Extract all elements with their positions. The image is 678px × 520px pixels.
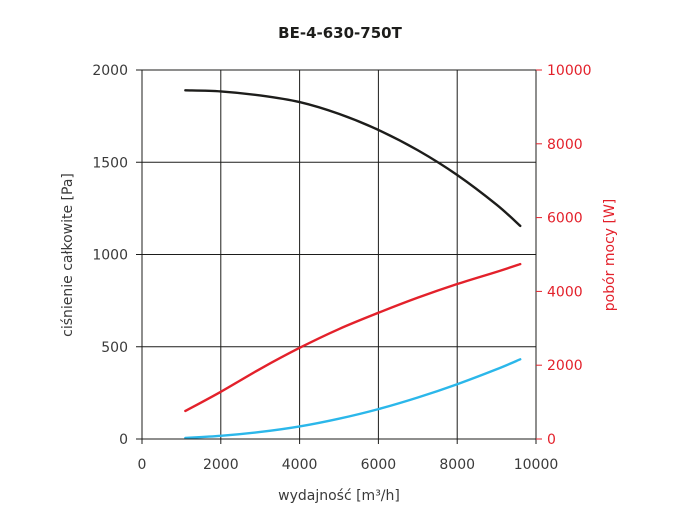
y-tick-label-left: 0 (119, 432, 128, 448)
y-axis-title-left: ciśnienie całkowite [Pa] (60, 173, 76, 337)
y-tick-label-left: 2000 (92, 63, 128, 79)
x-tick-label: 2000 (203, 457, 239, 473)
series-layer (184, 89, 522, 440)
ticks: 0 2000 4000 6000 8000 10000 0 500 1000 1500 2000 0 2… (92, 63, 591, 473)
y-axis-title-right: pobór mocy [W] (602, 199, 618, 312)
y-tick-label-right: 6000 (547, 211, 583, 227)
y-tick-label-right: 4000 (547, 284, 583, 300)
y-tick-label-left: 1500 (92, 155, 128, 171)
x-tick-label: 0 (138, 457, 147, 473)
y-tick-label-right: 0 (547, 432, 556, 448)
x-tick-label: 8000 (439, 457, 475, 473)
y-tick-label-right: 2000 (547, 358, 583, 374)
chart-title: BE-4-630-750T (278, 24, 402, 42)
y-tick-label-left: 500 (101, 340, 128, 356)
y-tick-label-right: 8000 (547, 137, 583, 153)
x-tick-label: 4000 (282, 457, 318, 473)
grid (142, 70, 536, 439)
y-tick-label-left: 1000 (92, 248, 128, 264)
total-pressure-curve (184, 89, 522, 228)
power-consumption-curve (184, 262, 522, 413)
y-tick-label-right: 10000 (547, 63, 592, 79)
x-axis-title: wydajność [m³/h] (278, 488, 400, 504)
x-tick-label: 6000 (361, 457, 397, 473)
x-tick-label: 10000 (514, 457, 559, 473)
light-blue-curve (184, 358, 522, 440)
